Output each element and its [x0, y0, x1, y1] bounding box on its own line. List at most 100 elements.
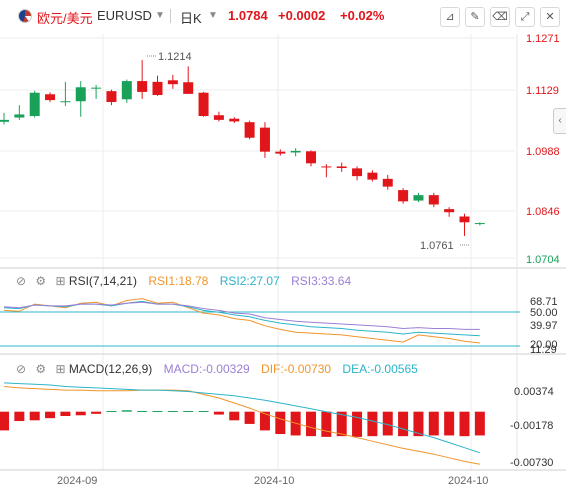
candle-body — [167, 80, 178, 85]
candle-body — [352, 168, 363, 177]
macd-value: MACD:-0.00329 — [163, 362, 250, 376]
macd-bar — [444, 411, 455, 436]
indicator-settings-icon[interactable]: ⊿ — [440, 7, 460, 27]
price-change: +0.0002 — [278, 8, 326, 23]
macd-legend: ⊘ ⚙ ⊞ MACD(12,26,9) MACD:-0.00329 DIF:-0… — [16, 362, 418, 376]
macd-bar — [121, 410, 132, 412]
candle-body — [382, 178, 393, 187]
rsi-hide-icon[interactable]: ⊘ — [16, 274, 27, 288]
high-marker: 1.1214 — [158, 51, 192, 63]
macd-bar — [275, 411, 286, 434]
macd-bar — [352, 411, 363, 437]
candle-body — [398, 190, 409, 202]
candle-body — [183, 82, 194, 94]
rsi-line-rsi2 — [3, 300, 480, 337]
period-selector[interactable]: 日K — [180, 11, 202, 26]
candle-body — [290, 150, 301, 153]
macd-bar — [259, 411, 270, 431]
candle-body — [259, 127, 270, 152]
candle-body — [275, 151, 286, 154]
macd-tick: -0.00730 — [510, 457, 553, 469]
rsi-line-rsi1 — [3, 298, 480, 344]
symbol-dropdown-icon[interactable]: ▼ — [155, 10, 165, 21]
candle-body — [321, 166, 332, 168]
macd-bar — [459, 411, 470, 437]
rsi-settings-icon[interactable]: ⚙ — [35, 274, 47, 288]
macd-bar — [14, 411, 25, 422]
draw-tool-icon[interactable]: ✎ — [465, 7, 485, 27]
macd-bar — [0, 411, 9, 431]
rsi1-value: RSI1:18.78 — [148, 274, 209, 288]
candle-body — [60, 101, 71, 103]
macd-bar — [167, 410, 178, 412]
macd-bar — [321, 411, 332, 437]
macd-bar — [382, 411, 393, 436]
candle-body — [413, 195, 424, 201]
candle-body — [244, 122, 255, 138]
toolbar-divider — [170, 9, 171, 23]
dif-value: DIF:-0.00730 — [261, 362, 332, 376]
pair-name[interactable]: 欧元/美元 — [37, 11, 93, 26]
x-tick: 2024-09 — [57, 475, 97, 487]
x-tick: 2024-10 — [448, 475, 488, 487]
macd-bar — [198, 410, 209, 412]
macd-bar — [229, 411, 240, 421]
macd-bar — [306, 411, 316, 437]
candle-body — [0, 119, 9, 122]
macd-bar — [106, 410, 117, 412]
candle-body — [137, 81, 148, 92]
macd-bar — [60, 411, 71, 416]
candle-body — [444, 209, 455, 213]
x-tick: 2024-10 — [254, 475, 294, 487]
candle-body — [229, 118, 240, 122]
candle-body — [152, 81, 163, 96]
macd-bar — [213, 411, 224, 415]
macd-title: MACD(12,26,9) — [68, 362, 153, 376]
candle-body — [91, 87, 102, 89]
eraser-icon[interactable]: ⌫ — [490, 7, 510, 27]
macd-bar — [474, 411, 485, 436]
candle-body — [336, 166, 347, 168]
rsi-tick: 68.71 — [530, 296, 558, 308]
candle-body — [367, 172, 378, 180]
macd-bar — [336, 411, 347, 437]
symbol-code[interactable]: EURUSD — [97, 8, 152, 23]
candle-body — [14, 114, 25, 118]
candle-body — [213, 115, 224, 120]
macd-bar — [183, 410, 194, 412]
rsi-legend: ⊘ ⚙ ⊞ RSI(7,14,21) RSI1:18.78 RSI2:27.07… — [16, 274, 351, 288]
macd-tick: -0.00178 — [510, 420, 553, 432]
collapse-panel-icon[interactable]: ‹ — [553, 108, 566, 134]
rsi-tick: 39.97 — [530, 320, 558, 332]
macd-bar — [45, 411, 56, 419]
macd-bar — [75, 411, 86, 416]
rsi-title: RSI(7,14,21) — [68, 274, 137, 288]
rsi3-value: RSI3:33.64 — [291, 274, 352, 288]
macd-bar — [367, 411, 378, 437]
candle-body — [29, 92, 40, 116]
fullscreen-icon[interactable]: ⤢ — [515, 7, 535, 27]
rsi-tick: 50.00 — [530, 307, 558, 319]
macd-expand-icon[interactable]: ⊞ — [55, 362, 66, 376]
macd-line-dif — [3, 386, 480, 465]
macd-bar — [152, 410, 163, 412]
candle-body — [428, 195, 439, 205]
candle-body — [459, 216, 470, 223]
candle-body — [474, 223, 485, 225]
toolbar: 欧元/美元 EURUSD ▼ 日K ▼ 1.0784 +0.0002 +0.02… — [0, 0, 566, 32]
price-tick: 1.0846 — [526, 206, 560, 218]
rsi-expand-icon[interactable]: ⊞ — [55, 274, 66, 288]
macd-hide-icon[interactable]: ⊘ — [16, 362, 27, 376]
price-tick: 1.0988 — [526, 146, 560, 158]
period-dropdown-icon[interactable]: ▼ — [208, 10, 218, 21]
candle-body — [121, 81, 132, 100]
current-price: 1.0784 — [228, 8, 268, 23]
macd-settings-icon[interactable]: ⚙ — [35, 362, 47, 376]
close-icon[interactable]: ✕ — [540, 7, 560, 27]
price-tick: 1.0704 — [526, 254, 560, 266]
macd-bar — [244, 411, 255, 424]
macd-bar — [428, 411, 439, 436]
macd-bar — [398, 411, 409, 437]
price-tick: 1.1271 — [526, 33, 560, 45]
